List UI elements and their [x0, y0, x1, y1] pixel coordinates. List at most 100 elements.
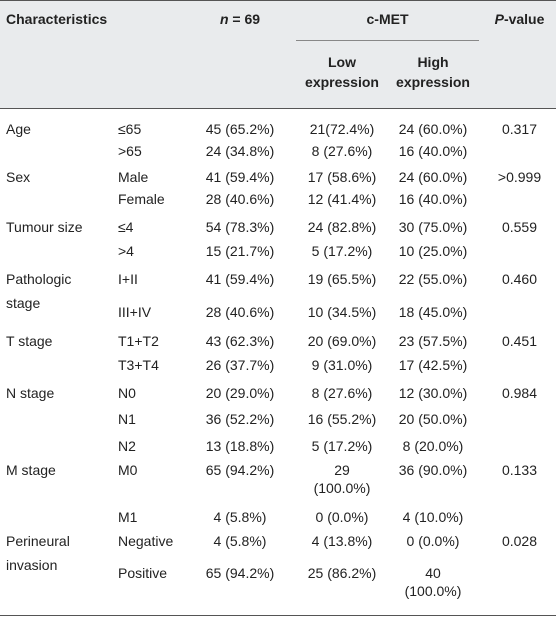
- total-n-cell: 15 (21.7%): [205, 243, 275, 259]
- low-expression-cell: 8 (27.6%): [311, 385, 373, 401]
- high-expression-cell: 16 (40.0%): [398, 143, 468, 159]
- subgroup-label: N1: [118, 411, 136, 427]
- p-value-cell: 0.460: [501, 271, 538, 287]
- p-value-cell: 0.317: [501, 121, 538, 137]
- high-expression-cell: 24 (60.0%): [398, 121, 468, 137]
- low-expression-cell: 4 (13.8%): [311, 533, 373, 549]
- header-characteristics: Characteristics: [6, 11, 108, 27]
- total-n-cell: 41 (59.4%): [205, 271, 275, 287]
- low-expression-cell: 5 (17.2%): [311, 438, 373, 454]
- p-value-cell: >0.999: [497, 169, 542, 185]
- high-expression-cell: 12 (30.0%): [398, 385, 468, 401]
- total-n-cell: 54 (78.3%): [205, 219, 275, 235]
- header-high-expression-line-2: expression: [396, 74, 470, 90]
- group-label: stage: [6, 295, 41, 311]
- group-label: Pathologic: [6, 271, 72, 287]
- high-expression-cell: 0 (0.0%): [406, 533, 460, 549]
- subgroup-label: III+IV: [118, 304, 152, 320]
- subgroup-label: >4: [118, 243, 134, 259]
- header-total-n: n = 69: [200, 9, 280, 29]
- total-n-cell: 41 (59.4%): [205, 169, 275, 185]
- low-expression-cell: 0 (0.0%): [315, 509, 369, 525]
- subgroup-label: T1+T2: [118, 333, 159, 349]
- subgroup-label: N2: [118, 438, 136, 454]
- low-expression-cell: 25 (86.2%): [307, 565, 377, 581]
- total-n-cell: 36 (52.2%): [205, 411, 275, 427]
- high-expression-cell: 17 (42.5%): [398, 357, 468, 373]
- total-n-cell: 45 (65.2%): [205, 121, 275, 137]
- high-expression-cell: 16 (40.0%): [398, 191, 468, 207]
- low-expression-cell: 10 (34.5%): [307, 304, 377, 320]
- low-expression-cell: 20 (69.0%): [307, 333, 377, 349]
- total-n-cell: 20 (29.0%): [205, 385, 275, 401]
- header-p-value: P-value: [483, 9, 556, 29]
- high-expression-cell: 18 (45.0%): [398, 304, 468, 320]
- header-bottom-rule: [0, 108, 556, 109]
- subgroup-label: N0: [118, 385, 136, 401]
- table-header-background: [0, 0, 556, 108]
- high-expression-cell: 10 (25.0%): [398, 243, 468, 259]
- low-expression-cell: 12 (41.4%): [307, 191, 377, 207]
- subgroup-label: Positive: [118, 565, 168, 581]
- high-expression-cell: 4 (10.0%): [402, 509, 464, 525]
- header-high-expression-line-1: High: [417, 54, 449, 70]
- header-low-expression-line-2: expression: [305, 74, 379, 90]
- low-expression-cell: 9 (31.0%): [311, 357, 373, 373]
- low-expression-cell: 5 (17.2%): [311, 243, 373, 259]
- total-n-cell: 43 (62.3%): [205, 333, 275, 349]
- group-label: N stage: [6, 385, 55, 401]
- low-expression-cell: 19 (65.5%): [307, 271, 377, 287]
- high-expression-cell: 36 (90.0%): [398, 462, 468, 478]
- high-expression-cell: 20 (50.0%): [398, 411, 468, 427]
- group-label: T stage: [6, 333, 53, 349]
- cmet-subheader-rule: [296, 40, 479, 41]
- total-n-cell: 4 (5.8%): [213, 533, 267, 549]
- total-n-cell: 28 (40.6%): [205, 191, 275, 207]
- group-label: Perineural: [6, 533, 70, 549]
- total-n-cell: 65 (94.2%): [205, 565, 275, 581]
- header-p-symbol: P: [494, 11, 504, 27]
- p-value-cell: 0.559: [501, 219, 538, 235]
- total-n-cell: 28 (40.6%): [205, 304, 275, 320]
- high-expression-cell: (100.0%): [404, 583, 462, 599]
- subgroup-label: M1: [118, 509, 138, 525]
- header-p-suffix: -value: [503, 11, 545, 27]
- p-value-cell: 0.133: [501, 462, 538, 478]
- subgroup-label: ≤65: [118, 121, 142, 137]
- low-expression-cell: 24 (82.8%): [307, 219, 377, 235]
- header-low-expression-line-1: Low: [328, 54, 356, 70]
- high-expression-cell: 40: [425, 565, 441, 581]
- group-label: Age: [6, 121, 31, 137]
- group-label: M stage: [6, 462, 56, 478]
- p-value-cell: 0.984: [501, 385, 538, 401]
- low-expression-cell: 29: [334, 462, 350, 478]
- subgroup-label: ≤4: [118, 219, 134, 235]
- header-n-value: = 69: [228, 11, 261, 27]
- low-expression-cell: 16 (55.2%): [307, 411, 377, 427]
- total-n-cell: 4 (5.8%): [213, 509, 267, 525]
- group-label: Tumour size: [6, 219, 83, 235]
- low-expression-cell: (100.0%): [313, 480, 371, 496]
- high-expression-cell: 8 (20.0%): [402, 438, 464, 454]
- bottom-rule: [0, 615, 556, 616]
- high-expression-cell: 22 (55.0%): [398, 271, 468, 287]
- low-expression-cell: 21(72.4%): [309, 121, 375, 137]
- high-expression-cell: 24 (60.0%): [398, 169, 468, 185]
- p-value-cell: 0.028: [501, 533, 538, 549]
- low-expression-cell: 8 (27.6%): [311, 143, 373, 159]
- total-n-cell: 26 (37.7%): [205, 357, 275, 373]
- subgroup-label: Female: [118, 191, 165, 207]
- header-cmet: c-MET: [366, 11, 409, 27]
- top-rule: [0, 0, 556, 1]
- subgroup-label: M0: [118, 462, 138, 478]
- p-value-cell: 0.451: [501, 333, 538, 349]
- subgroup-label: >65: [118, 143, 142, 159]
- low-expression-cell: 17 (58.6%): [307, 169, 377, 185]
- subgroup-label: Negative: [118, 533, 174, 549]
- subgroup-label: Male: [118, 169, 149, 185]
- total-n-cell: 24 (34.8%): [205, 143, 275, 159]
- high-expression-cell: 30 (75.0%): [398, 219, 468, 235]
- total-n-cell: 65 (94.2%): [205, 462, 275, 478]
- subgroup-label: I+II: [118, 271, 138, 287]
